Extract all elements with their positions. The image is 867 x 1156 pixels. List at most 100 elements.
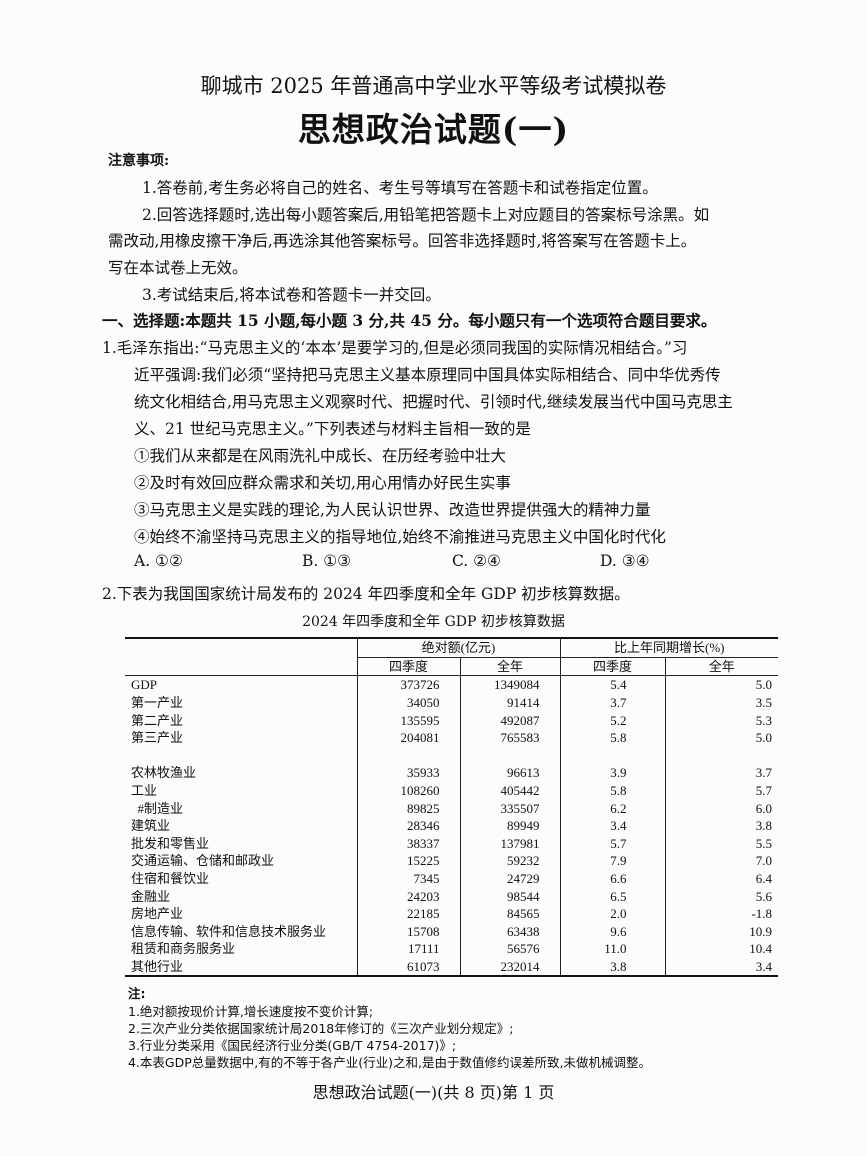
cell-value: 3.8: [559, 957, 665, 978]
cell-value: 6.0: [664, 799, 778, 817]
notes-heading: 注:: [128, 986, 146, 1001]
q1-statement: ①我们从来都是在风雨洗礼中成长、在历经考验中壮大: [134, 447, 507, 465]
cell-value: 5.8: [559, 781, 665, 800]
cell-value: 3.9: [559, 764, 665, 782]
cell-value: 15225: [356, 852, 460, 870]
cell-value: 5.6: [664, 887, 778, 905]
cell-value: 24203: [356, 887, 460, 905]
table-note: 1.绝对额按现价计算,增长速度按不变价计算;: [128, 1004, 374, 1019]
group-header: 绝对额(亿元): [356, 636, 560, 658]
q1-line: 义、21 世纪马克思主义。”下列表述与材料主旨相一致的是: [134, 420, 531, 438]
q1-line: 近平强调:我们必须“坚持把马克思主义基本原理同中国具体实际相结合、同中华优秀传: [134, 366, 721, 384]
notice-item: 1.答卷前,考生务必将自己的姓名、考生号等填写在答题卡和试卷指定位置。: [142, 179, 658, 197]
cell-value: 5.3: [664, 711, 778, 729]
table-note: 3.行业分类采用《国民经济行业分类(GB/T 4754-2017)》;: [128, 1038, 457, 1053]
table-row: #制造业 89825 335507 6.2 6.0: [125, 799, 778, 817]
table-note: 4.本表GDP总量数据中,有的不等于各产业(行业)之和,是由于数值修约误差所致,…: [128, 1055, 651, 1070]
cell-value: 137981: [459, 834, 560, 853]
cell-value: 61073: [356, 957, 460, 978]
cell-value: 28346: [356, 816, 460, 835]
cell-value: 204081: [356, 728, 460, 747]
table-row: GDP 373726 1349084 5.4 5.0: [125, 675, 778, 694]
column-header: 全年: [664, 657, 778, 677]
table-row: 交通运输、仓储和邮政业 15225 59232 7.9 7.0: [125, 852, 778, 870]
cell-value: 6.6: [559, 869, 665, 888]
table-row: 建筑业 28346 89949 3.4 3.8: [125, 816, 778, 835]
cell-value: 5.0: [664, 675, 778, 694]
cell-value: 7.0: [664, 852, 778, 870]
cell-value: 15708: [356, 922, 460, 941]
table-row: 工业 108260 405442 5.8 5.7: [125, 781, 778, 800]
cell-value: 5.7: [559, 834, 665, 853]
table-row: 批发和零售业 38337 137981 5.7 5.5: [125, 834, 778, 853]
cell-value: 6.5: [559, 887, 665, 905]
cell-value: 3.7: [664, 764, 778, 782]
table-row: 房地产业 22185 84565 2.0 -1.8: [125, 904, 778, 923]
cell-value: 5.5: [664, 834, 778, 853]
table-title: 2024 年四季度和全年 GDP 初步核算数据: [302, 614, 565, 630]
cell-value: 5.0: [664, 728, 778, 747]
cell-value: 232014: [459, 957, 560, 978]
cell-value: 10.9: [664, 922, 778, 941]
cell-value: 10.4: [664, 940, 778, 958]
cell-value: 5.4: [559, 675, 665, 694]
notice-item: 写在本试卷上无效。: [108, 259, 248, 277]
q2-text: 2.下表为我国国家统计局发布的 2024 年四季度和全年 GDP 初步核算数据。: [102, 585, 630, 603]
cell-value: 63438: [459, 922, 560, 941]
blank-header: [125, 636, 357, 658]
row-label: 租赁和商务服务业: [131, 941, 236, 957]
page-footer: 思想政治试题(一)(共 8 页)第 1 页: [312, 1083, 555, 1102]
q1-option-c: C. ②④: [452, 552, 501, 570]
cell-value: 405442: [459, 781, 560, 800]
q1-option-a: A. ①②: [134, 552, 183, 570]
row-label: #制造业: [131, 800, 184, 816]
table-row: 其他行业 61073 232014 3.8 3.4: [125, 957, 778, 978]
row-label: 其他行业: [125, 957, 357, 978]
cell-value: 3.4: [559, 816, 665, 835]
cell-value: 7345: [356, 869, 460, 888]
q1-statement: ③马克思主义是实践的理论,为人民认识世界、改造世界提供强大的精神力量: [134, 501, 651, 519]
cell-value: 2.0: [559, 904, 665, 923]
notice-heading: 注意事项:: [108, 153, 170, 169]
cell-value: 5.2: [559, 711, 665, 729]
cell-value: 7.9: [559, 852, 665, 870]
row-label: 信息传输、软件和信息技术服务业: [131, 923, 327, 939]
cell-value: 335507: [459, 799, 560, 817]
row-label: 交通运输、仓储和邮政业: [131, 853, 275, 869]
cell-value: 35933: [356, 764, 460, 782]
section-heading: 一、选择题:本题共 15 小题,每小题 3 分,共 45 分。每小题只有一个选项…: [102, 311, 717, 330]
table-row: 农林牧渔业 35933 96613 3.9 3.7: [125, 764, 778, 782]
notice-item: 需改动,用橡皮擦干净后,再选涂其他答案标号。回答非选择题时,将答案写在答题卡上。: [108, 232, 697, 250]
cell-value: 11.0: [559, 940, 665, 958]
notice-item: 2.回答选择题时,选出每小题答案后,用铅笔把答题卡上对应题目的答案标号涂黑。如: [142, 206, 710, 224]
table-row: 第二产业 135595 492087 5.2 5.3: [125, 711, 778, 729]
cell-value: [459, 746, 560, 765]
row-label: 农林牧渔业: [131, 765, 197, 781]
cell-value: 24729: [459, 869, 560, 888]
row-label: 住宿和餐饮业: [131, 871, 210, 887]
q1-statement: ④始终不渝坚持马克思主义的指导地位,始终不渝推进马克思主义中国化时代化: [134, 528, 666, 546]
table-row: 信息传输、软件和信息技术服务业 15708 63438 9.6 10.9: [125, 922, 778, 941]
notice-item: 3.考试结束后,将本试卷和答题卡一并交回。: [142, 286, 441, 304]
cell-value: 3.4: [664, 957, 778, 978]
cell-value: 5.7: [664, 781, 778, 800]
cell-value: 34050: [356, 693, 460, 712]
cell-value: 765583: [459, 728, 560, 747]
cell-value: 6.4: [664, 869, 778, 888]
row-label: GDP: [131, 677, 158, 693]
gdp-table: 绝对额(亿元) 比上年同期增长(%) 四季度 全年 四季度 全年 GDP 3737…: [125, 636, 778, 978]
q1-option-b: B. ①③: [302, 552, 352, 570]
cell-value: 6.2: [559, 799, 665, 817]
cell-value: 492087: [459, 711, 560, 729]
cell-value: 59232: [459, 852, 560, 870]
cell-value: 17111: [356, 940, 460, 958]
cell-value: 38337: [356, 834, 460, 853]
row-label: 第一产业: [131, 695, 184, 711]
group-header: 比上年同期增长(%): [559, 636, 778, 658]
cell-value: 135595: [356, 711, 460, 729]
q1-line: 统文化相结合,用马克思主义观察时代、把握时代、引领时代,继续发展当代中国马克思主: [134, 393, 733, 411]
cell-value: 84565: [459, 904, 560, 923]
row-label: 批发和零售业: [131, 835, 210, 851]
cell-value: 3.7: [559, 693, 665, 712]
table-row: 第一产业 34050 91414 3.7 3.5: [125, 693, 778, 712]
